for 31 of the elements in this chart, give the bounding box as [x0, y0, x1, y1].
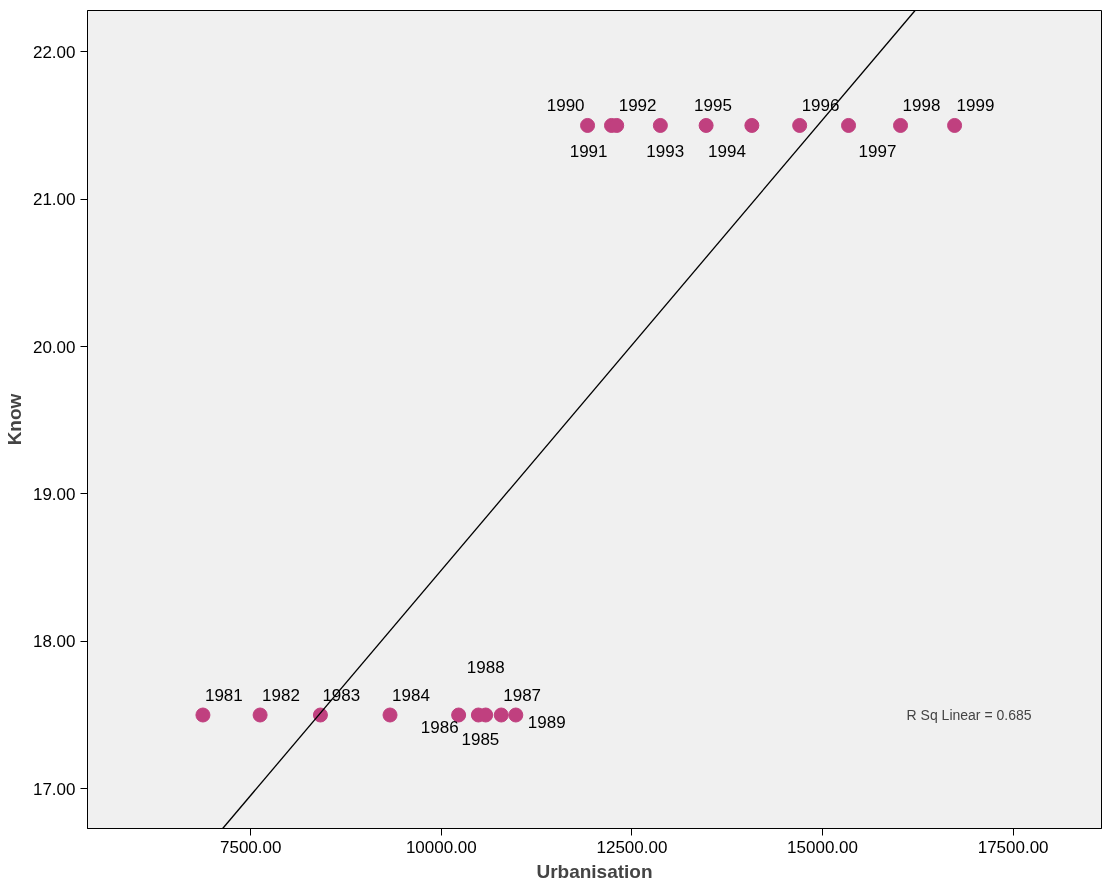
annotation: 1990 — [546, 96, 585, 116]
y-tick-label: 21.00 — [32, 190, 76, 210]
annotation: 1993 — [646, 142, 685, 162]
y-tick-label: 19.00 — [32, 484, 76, 504]
annotation: 1987 — [503, 686, 542, 706]
annotation: 1991 — [569, 142, 608, 162]
x-axis-title: Urbanisation — [536, 860, 653, 882]
annotation: 1989 — [527, 713, 566, 733]
x-tick-label: 7500.00 — [220, 837, 282, 857]
annotation: 1995 — [694, 96, 732, 116]
x-tick-label: 17500.00 — [977, 837, 1049, 857]
annotation: 1988 — [466, 658, 505, 678]
annotation: 1992 — [618, 96, 657, 116]
x-tick-label: 10000.00 — [405, 837, 477, 857]
annotation: 1984 — [392, 686, 430, 706]
annotation: 1999 — [956, 96, 995, 116]
y-tick-label: 20.00 — [32, 337, 76, 357]
x-tick-label: 15000.00 — [787, 837, 858, 857]
annotation: 1981 — [204, 686, 243, 706]
y-tick-label: 18.00 — [32, 632, 76, 652]
y-tick-label: 17.00 — [32, 779, 76, 799]
annotation: 1985 — [461, 730, 500, 750]
annotation: 1982 — [262, 686, 300, 706]
annotation: R Sq Linear = 0.685 — [906, 707, 1032, 724]
annotation: 1994 — [708, 142, 746, 162]
x-tick-label: 12500.00 — [596, 837, 668, 857]
annotation: 1998 — [902, 96, 941, 116]
annotation: 1986 — [420, 718, 459, 738]
annotation: 1997 — [858, 142, 897, 162]
y-tick-label: 22.00 — [32, 42, 76, 62]
y-axis-title: Know — [3, 393, 25, 446]
